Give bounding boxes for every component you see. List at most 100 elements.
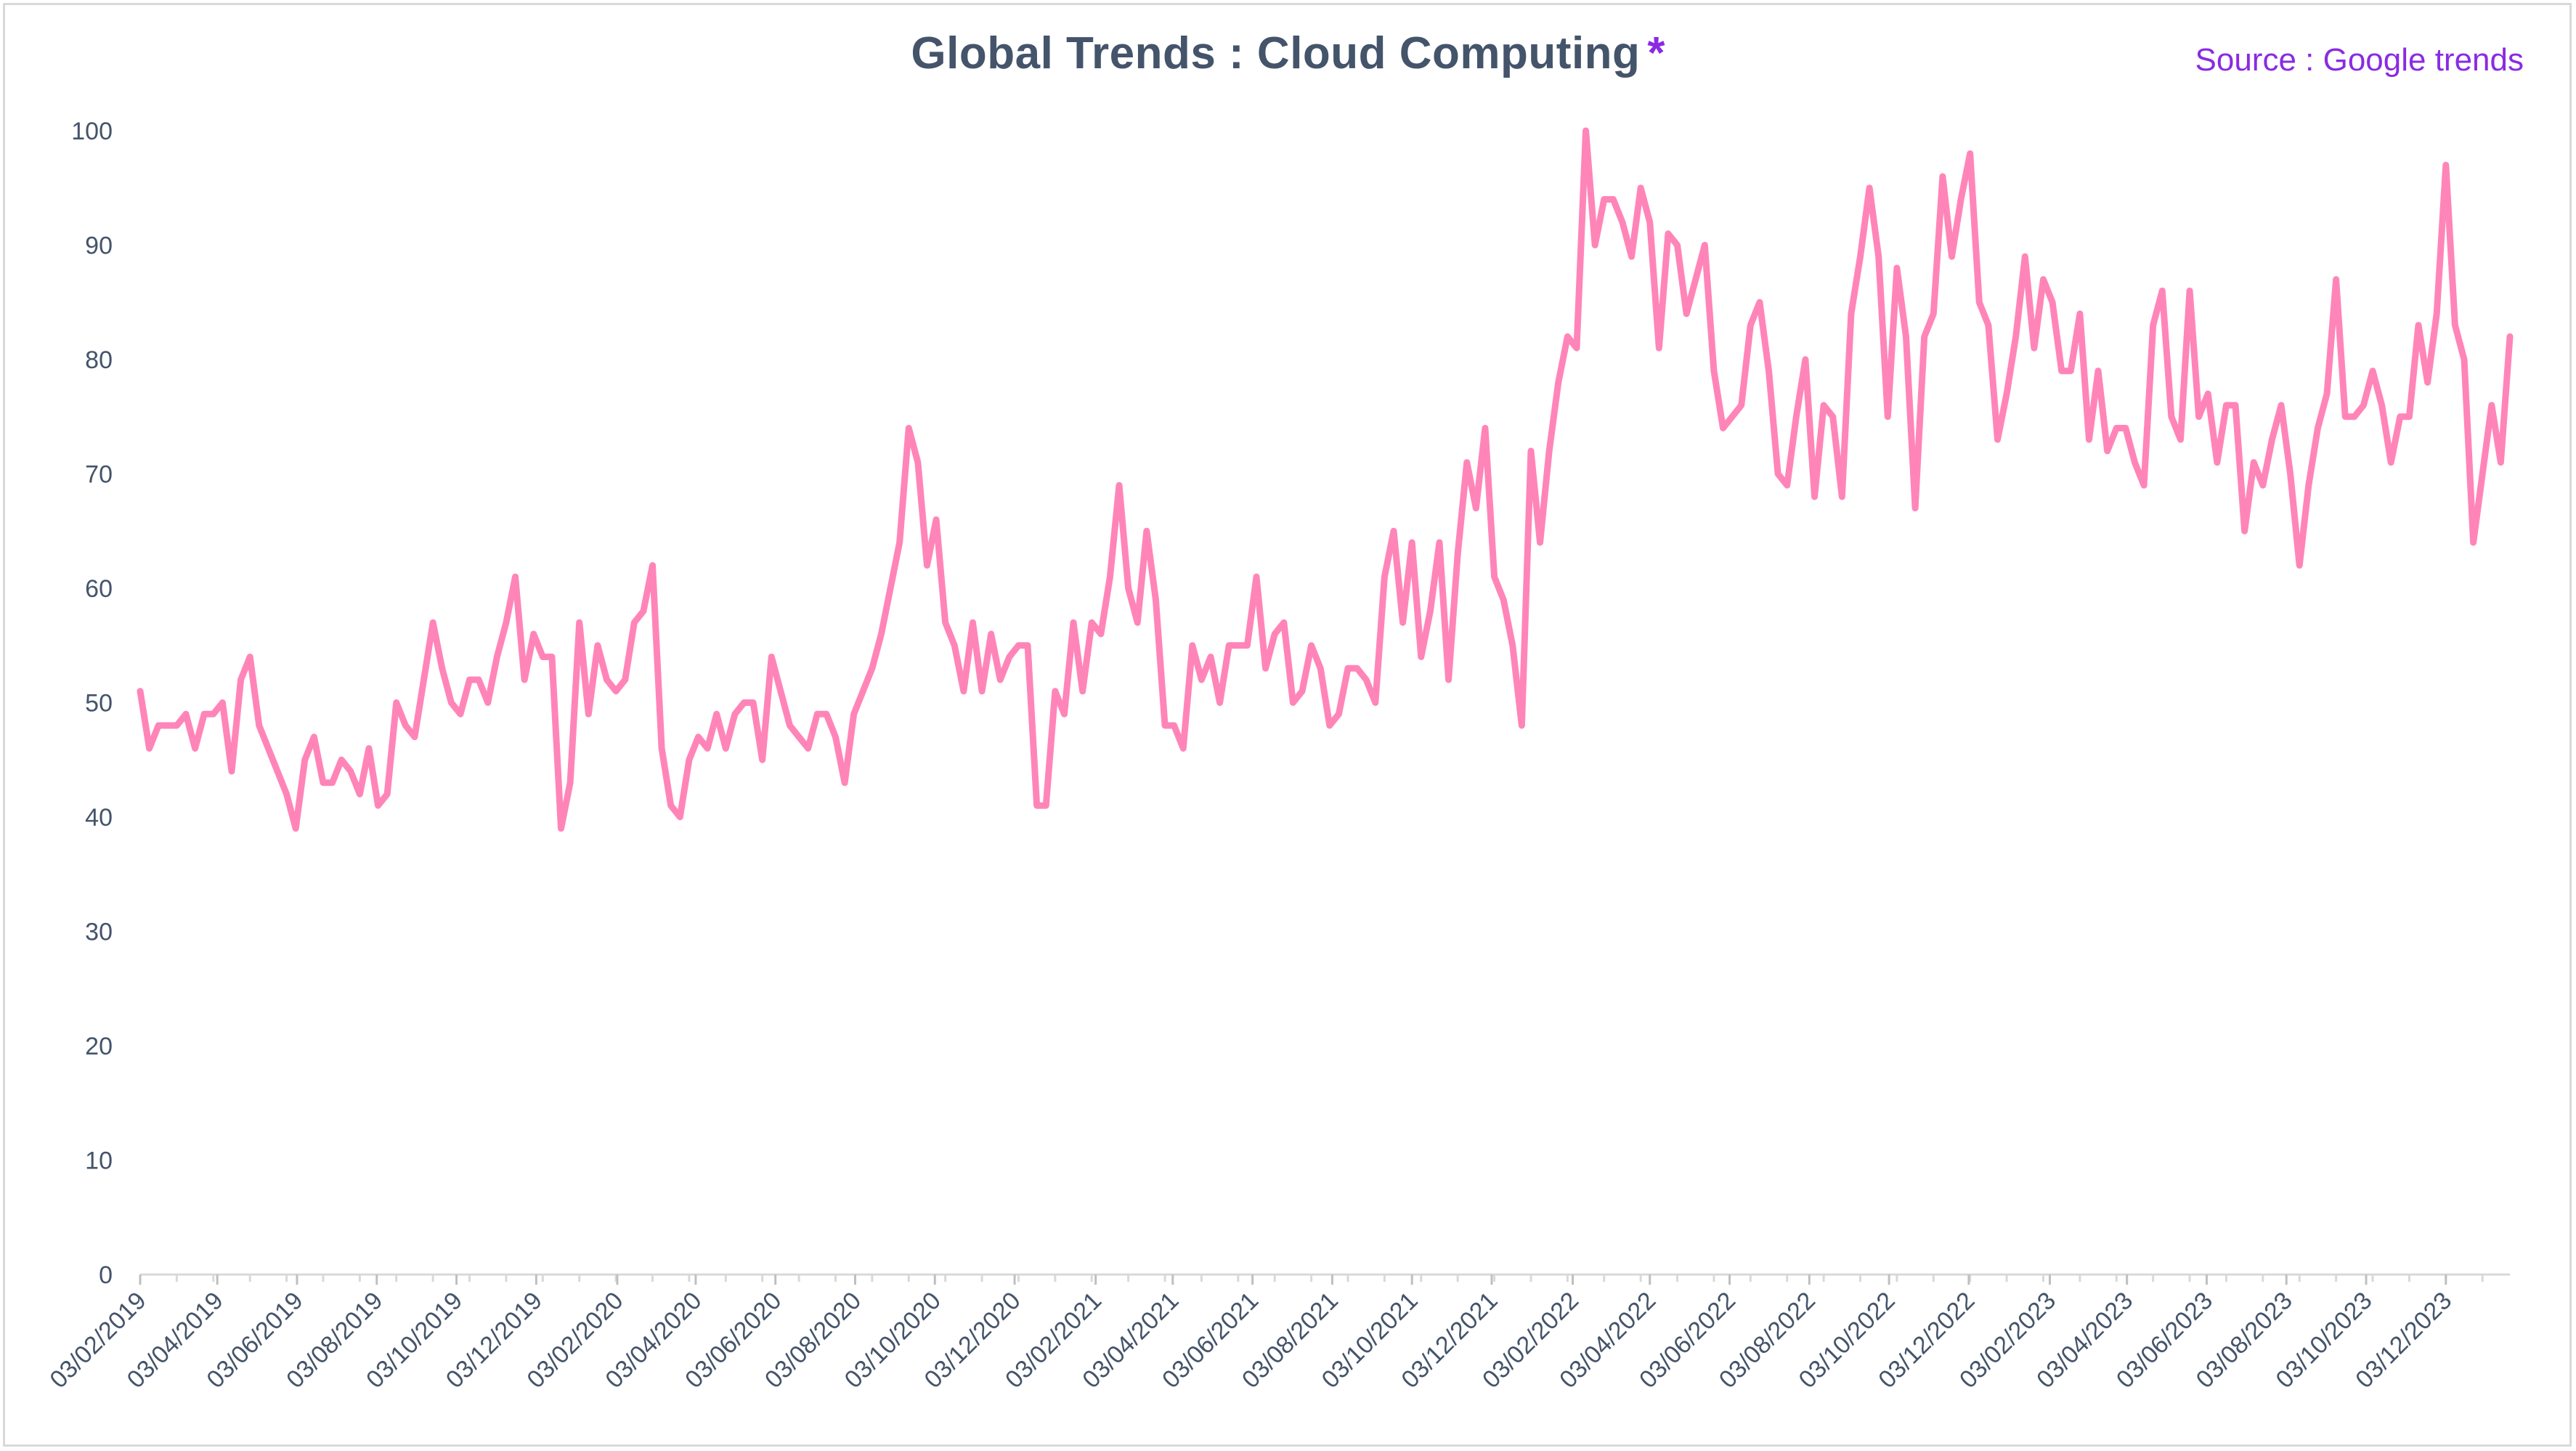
data-point — [1182, 748, 1184, 749]
data-point — [1530, 450, 1532, 452]
data-point — [222, 702, 223, 703]
data-point — [1265, 667, 1267, 669]
data-point — [1695, 279, 1697, 280]
data-point — [1503, 599, 1504, 601]
data-point — [1411, 542, 1413, 543]
data-point — [954, 645, 955, 646]
data-point — [1402, 622, 1404, 623]
data-point — [1996, 439, 1998, 440]
y-tick-label: 30 — [85, 919, 113, 946]
data-point — [185, 713, 187, 715]
data-point — [945, 622, 946, 623]
data-point — [533, 633, 535, 635]
y-tick-label: 60 — [85, 575, 113, 603]
data-point — [2427, 382, 2429, 383]
data-point — [935, 519, 937, 520]
data-point — [1731, 416, 1733, 418]
data-point — [871, 667, 873, 669]
data-point — [972, 622, 973, 623]
data-point — [1878, 256, 1880, 257]
data-point — [267, 748, 269, 749]
data-point — [2161, 290, 2163, 291]
data-point — [2061, 370, 2063, 372]
data-point — [350, 771, 352, 772]
data-point — [414, 736, 415, 738]
y-tick-label: 10 — [85, 1147, 113, 1175]
data-point — [2015, 336, 2017, 337]
data-point — [2482, 473, 2483, 474]
data-point — [1667, 233, 1669, 235]
data-point — [1777, 473, 1779, 474]
data-point — [1320, 667, 1321, 669]
data-point — [1137, 622, 1138, 623]
data-point — [1311, 645, 1312, 646]
data-point — [1246, 645, 1248, 646]
data-point — [2052, 301, 2053, 303]
data-point — [633, 622, 635, 623]
data-point — [1036, 805, 1038, 806]
data-point — [1960, 199, 1962, 200]
data-point — [2362, 405, 2364, 406]
data-point — [1951, 256, 1952, 257]
data-point — [2225, 405, 2227, 406]
data-point — [322, 782, 324, 784]
data-point — [2500, 462, 2501, 463]
data-point — [2344, 416, 2346, 418]
data-point — [2134, 462, 2135, 463]
data-point — [2308, 484, 2309, 486]
data-point — [2235, 405, 2236, 406]
data-point — [1347, 667, 1349, 669]
data-point — [834, 736, 836, 738]
data-point — [1869, 187, 1870, 189]
data-point — [1768, 370, 1770, 372]
y-tick-label: 40 — [85, 804, 113, 832]
data-point — [1741, 405, 1742, 406]
data-point — [368, 748, 370, 749]
data-point — [396, 702, 397, 703]
data-point — [1649, 221, 1651, 223]
y-tick-label: 90 — [85, 232, 113, 260]
y-axis-ticks: 0 10 20 30 40 50 60 70 80 90 100 — [71, 118, 113, 1289]
y-tick-label: 70 — [85, 461, 113, 489]
title-asterisk: * — [1647, 28, 1665, 78]
data-point — [1045, 805, 1047, 806]
data-point — [2033, 347, 2035, 349]
data-point — [1942, 176, 1943, 177]
data-point — [853, 713, 855, 715]
data-point — [1567, 336, 1568, 337]
data-point — [2244, 530, 2246, 532]
data-point — [1558, 382, 1559, 383]
data-point — [588, 713, 589, 715]
data-point — [1924, 336, 1925, 337]
data-point — [1073, 622, 1074, 623]
y-tick-label: 80 — [85, 346, 113, 374]
data-point — [1896, 267, 1898, 269]
data-point — [1612, 199, 1614, 200]
data-point — [707, 748, 708, 749]
data-point — [149, 748, 150, 749]
data-point — [1283, 622, 1285, 623]
data-point — [1512, 645, 1513, 646]
data-point — [752, 702, 754, 703]
chart-title: Global Trends : Cloud Computing — [911, 28, 1641, 78]
data-point — [734, 713, 736, 715]
data-point — [213, 713, 214, 715]
data-point — [505, 622, 507, 623]
data-point — [1128, 588, 1129, 589]
data-point — [2107, 450, 2108, 452]
data-point — [1063, 713, 1065, 715]
data-point — [1338, 713, 1339, 715]
series-line — [137, 127, 2514, 832]
data-point — [2463, 359, 2465, 360]
data-point — [1100, 633, 1102, 635]
x-axis: 03/02/201903/04/201903/06/201903/08/2019… — [44, 1273, 2510, 1394]
data-point — [231, 771, 232, 772]
data-point — [2198, 416, 2200, 418]
data-point — [450, 702, 452, 703]
data-point — [698, 736, 699, 738]
data-point — [2097, 370, 2099, 372]
data-point — [1155, 599, 1156, 601]
data-point — [652, 565, 654, 566]
data-point — [2390, 462, 2392, 463]
